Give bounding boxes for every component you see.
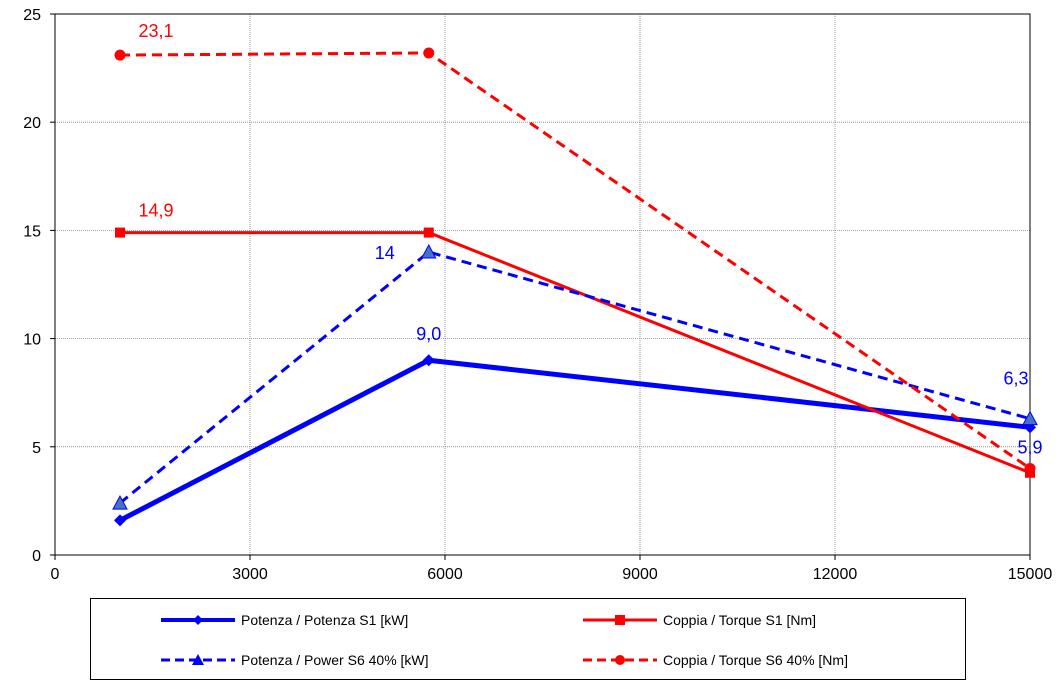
x-tick-label: 12000: [813, 566, 858, 583]
legend-label: Coppia / Torque S6 40% [Nm]: [663, 652, 848, 668]
y-tick-label: 20: [23, 115, 41, 132]
y-tick-label: 15: [23, 223, 41, 240]
y-tick-label: 0: [32, 548, 41, 565]
x-tick-label: 15000: [1008, 566, 1053, 583]
grid: [55, 14, 1030, 555]
legend-item-potenza-s6: Potenza / Power S6 40% [kW]: [159, 650, 429, 670]
x-tick-label: 6000: [427, 566, 463, 583]
series-line: [119, 250, 1031, 505]
y-tick-label: 5: [32, 440, 41, 457]
x-tick-label: 9000: [622, 566, 658, 583]
series-2: [112, 243, 1038, 510]
x-tick-label: 3000: [232, 566, 268, 583]
data-point: [1022, 410, 1038, 426]
legend-item-potenza-s1: Potenza / Potenza S1 [kW]: [159, 610, 408, 630]
series-layer: [112, 47, 1038, 527]
data-label: 23,1: [138, 21, 173, 41]
legend-swatch: [161, 615, 235, 625]
data-point: [420, 243, 437, 259]
series-0: [114, 354, 1036, 527]
series-3: [114, 47, 1036, 474]
y-tick-label: 25: [23, 7, 41, 24]
legend: Potenza / Potenza S1 [kW] Coppia / Torqu…: [90, 598, 966, 680]
data-point: [114, 514, 126, 527]
series-line: [118, 357, 1031, 523]
legend-swatch: [583, 655, 657, 665]
series-line: [119, 51, 1031, 470]
data-point: [115, 227, 125, 238]
data-label: 14,9: [138, 201, 173, 221]
legend-swatch: [161, 654, 235, 665]
x-tick-label: 0: [51, 566, 60, 583]
tick-labels: 0 3000 6000 9000 12000 15000 0 5 10 15 20 25: [23, 7, 1052, 583]
data-label: 6,3: [1003, 369, 1028, 389]
y-tick-label: 10: [23, 332, 41, 349]
legend-label: Potenza / Potenza S1 [kW]: [241, 612, 409, 628]
legend-label: Potenza / Power S6 40% [kW]: [241, 652, 429, 668]
legend-swatch: [583, 615, 657, 625]
legend-label: Coppia / Torque S1 [Nm]: [663, 612, 817, 628]
data-labels: 9,0 5,9 14,9 14 6,3 23,1: [138, 21, 1042, 457]
data-point: [423, 227, 434, 238]
series-1: [115, 227, 1035, 478]
data-point: [423, 47, 435, 59]
series-line: [120, 231, 1031, 475]
data-label: 14: [375, 243, 395, 263]
chart: 0 3000 6000 9000 12000 15000 0 5 10 15 20 25 9,0 5,9…: [23, 7, 1052, 583]
legend-item-coppia-s6: Coppia / Torque S6 40% [Nm]: [581, 650, 848, 670]
data-label: 5,9: [1017, 437, 1042, 457]
data-point: [112, 495, 128, 510]
legend-item-coppia-s1: Coppia / Torque S1 [Nm]: [581, 610, 816, 630]
plot-area: [54, 13, 1031, 556]
data-label: 9,0: [416, 324, 441, 344]
data-point: [114, 49, 126, 61]
data-point: [422, 354, 435, 367]
data-point: [1024, 462, 1036, 474]
